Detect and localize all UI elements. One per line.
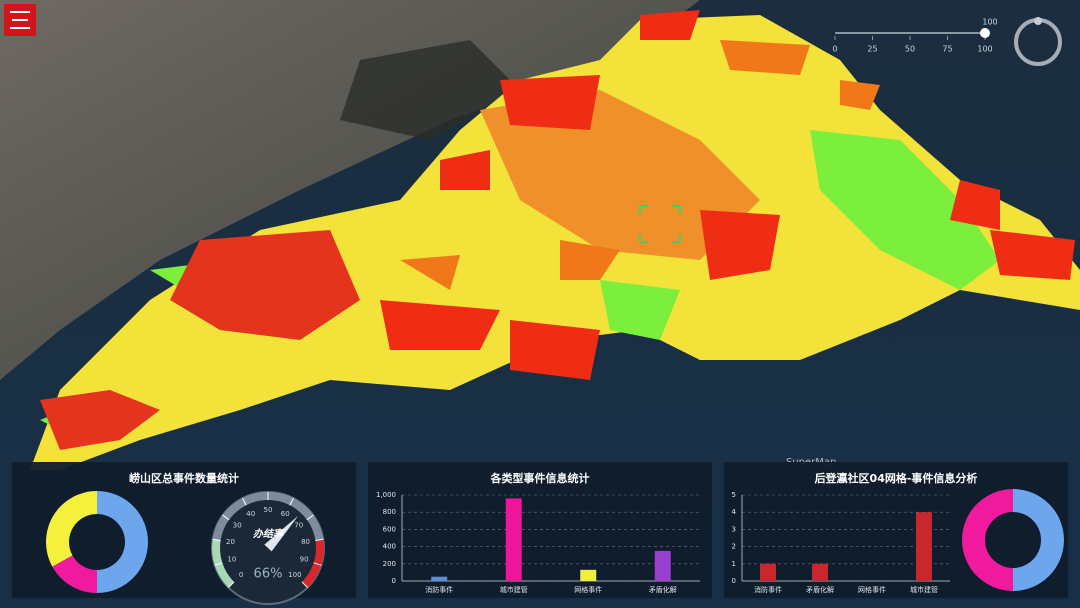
gauge-tick-label: 60: [281, 510, 290, 518]
region-red: [380, 10, 1075, 380]
gauge-tick: [214, 562, 223, 566]
slider-tick-label: 25: [867, 45, 877, 54]
region-orange: [400, 40, 880, 290]
donut-segment: [97, 491, 148, 593]
gauge-tick: [242, 497, 247, 506]
x-tick-label: 消防事件: [425, 585, 453, 594]
gauge-tick: [313, 562, 322, 566]
gauge-tick: [222, 514, 230, 521]
slider-tick-label: 75: [942, 45, 952, 54]
donut-segment: [962, 489, 1013, 591]
gauge-tick-label: 30: [233, 522, 242, 530]
gauge-tick: [315, 538, 324, 541]
gauge-tick: [212, 538, 221, 541]
gauge-tick: [306, 514, 314, 521]
region-red: [170, 230, 360, 340]
donut-segment: [1013, 489, 1064, 591]
opacity-slider[interactable]: 0 25 50 75 100 100: [832, 18, 997, 54]
gauge-tick-label: 40: [246, 510, 255, 518]
y-tick-label: 600: [383, 525, 396, 533]
slider-tick-label: 50: [905, 45, 915, 54]
panel-title: 后登瀛社区04网格-事件信息分析: [815, 471, 978, 485]
gauge-tick-label: 50: [264, 506, 273, 514]
gauge-tick-label: 10: [227, 556, 236, 564]
bar: [812, 563, 828, 581]
panel-title: 各类型事件信息统计: [490, 471, 590, 485]
x-tick-label: 矛盾化解: [649, 585, 677, 594]
bar: [580, 569, 597, 581]
slider-handle[interactable]: [980, 28, 990, 38]
panel: [368, 462, 712, 598]
panel-title: 崂山区总事件数量统计: [129, 471, 239, 485]
y-tick-label: 400: [383, 543, 396, 551]
gauge-tick: [289, 497, 294, 506]
district-map: [30, 10, 1080, 470]
donut-segment: [52, 555, 97, 593]
gauge-tick-label: 80: [301, 538, 310, 546]
y-tick-label: 4: [732, 508, 737, 516]
compass[interactable]: [1014, 17, 1062, 66]
y-tick-label: 200: [383, 560, 396, 568]
x-tick-label: 城市建管: [910, 585, 938, 594]
donut-segment: [45, 491, 97, 567]
bar: [431, 576, 448, 581]
logo: [4, 4, 36, 36]
x-tick-label: 城市建管: [500, 585, 528, 594]
x-tick-label: 网格事件: [858, 585, 886, 594]
slider-tick-label: 100: [977, 45, 992, 54]
slider-value: 100: [982, 18, 997, 27]
region-base: [30, 15, 1080, 470]
bar: [505, 498, 522, 581]
y-tick-label: 800: [383, 508, 396, 516]
x-tick-label: 网格事件: [574, 585, 602, 594]
gauge-tick: [228, 581, 235, 588]
y-tick-label: 3: [732, 525, 736, 533]
y-tick-label: 5: [732, 491, 736, 499]
gauge-tick-label: 70: [294, 522, 303, 530]
bar: [916, 512, 932, 581]
y-tick-label: 0: [392, 577, 396, 585]
mountain: [340, 40, 520, 140]
y-tick-label: 1: [732, 560, 736, 568]
gauge-needle: [264, 515, 299, 552]
bar: [654, 550, 671, 581]
gauge-tick: [301, 581, 308, 588]
x-tick-label: 矛盾化解: [806, 585, 834, 594]
x-tick-label: 消防事件: [754, 585, 782, 594]
slider-tick-label: 0: [832, 45, 837, 54]
focus-marker: [639, 205, 681, 243]
gauge-tick-label: 90: [300, 556, 309, 564]
y-tick-label: 0: [732, 577, 736, 585]
region-red: [40, 390, 160, 450]
gauge-value: 66%: [254, 567, 283, 582]
region-green: [810, 130, 1000, 290]
land: [0, 0, 700, 380]
y-tick-label: 2: [732, 543, 736, 551]
gauge-tick-label: 20: [226, 538, 235, 546]
gauge-tick-label: 0: [239, 571, 243, 579]
y-tick-label: 1,000: [376, 491, 396, 499]
gauge-tick-label: 100: [288, 571, 301, 579]
region-orange: [480, 90, 760, 260]
gauge-label: 办结率: [253, 528, 285, 540]
bar: [760, 563, 776, 581]
